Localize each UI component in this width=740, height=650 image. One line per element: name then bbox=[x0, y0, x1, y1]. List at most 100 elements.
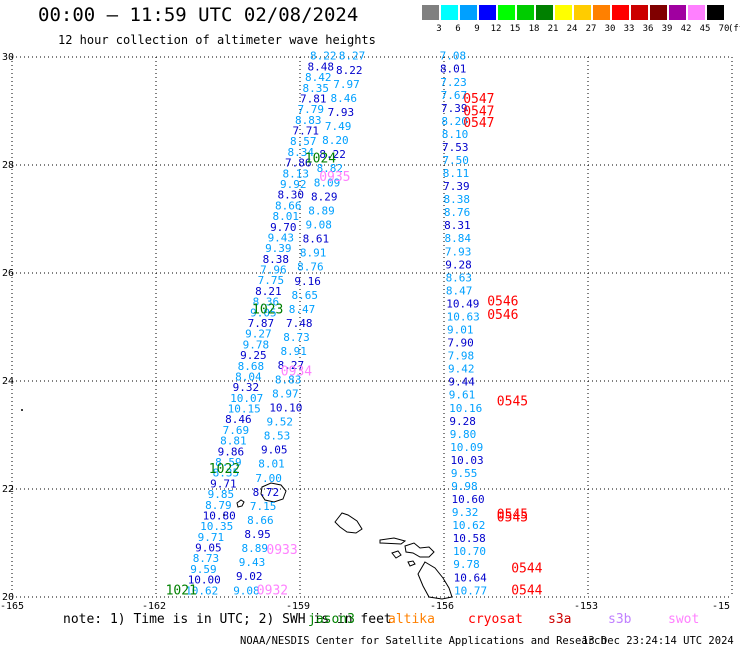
wave-height-label: 7.39 bbox=[443, 180, 470, 193]
wave-height-label: 7.23 bbox=[440, 76, 467, 89]
wave-height-label: 7.90 bbox=[447, 337, 474, 350]
pass-time-label: 0546 bbox=[487, 294, 518, 309]
wave-height-label: 9.80 bbox=[450, 428, 477, 441]
wave-height-label: 10.35 bbox=[200, 520, 233, 533]
wave-height-label: 9.08 bbox=[305, 219, 332, 232]
wave-height-label: 9.71 bbox=[210, 477, 237, 490]
wave-height-label: 8.79 bbox=[205, 499, 232, 512]
wave-height-label: 9.55 bbox=[451, 467, 478, 480]
legend-swatch bbox=[555, 5, 572, 20]
wave-height-label: 7.49 bbox=[325, 120, 352, 133]
stray-points bbox=[21, 409, 225, 516]
pass-time-label: 0547 bbox=[463, 104, 494, 119]
satellite-legend-item: cryosat bbox=[468, 612, 523, 627]
pass-time-label: 0544 bbox=[511, 583, 542, 598]
wave-height-label: 9.08 bbox=[233, 584, 260, 597]
wave-height-label: 7.79 bbox=[298, 103, 325, 116]
lat-tick-label: 30 bbox=[2, 52, 14, 63]
wave-height-label: 7.93 bbox=[445, 245, 472, 258]
lon-tick-label: -159 bbox=[286, 601, 310, 612]
wave-height-label: 8.66 bbox=[247, 514, 273, 527]
wave-height-label: 8.82 bbox=[317, 162, 344, 175]
legend-swatch bbox=[517, 5, 534, 20]
map-subtitle: 12 hour collection of altimeter wave hei… bbox=[58, 33, 376, 47]
wave-height-label: 7.96 bbox=[260, 264, 287, 277]
wave-height-label: 9.61 bbox=[449, 389, 476, 402]
wave-height-label: 7.39 bbox=[441, 102, 468, 115]
wave-height-label: 10.16 bbox=[449, 402, 482, 415]
wave-height-label: 10.62 bbox=[452, 519, 485, 532]
wave-height-label: 8.21 bbox=[255, 285, 282, 298]
wave-height-label: 9.16 bbox=[294, 275, 321, 288]
legend-label: 12 bbox=[490, 24, 502, 34]
wave-height-label: 7.97 bbox=[333, 78, 360, 91]
wave-height-label: 9.28 bbox=[449, 415, 476, 428]
wave-height-label: 8.83 bbox=[295, 114, 322, 127]
pass-time-label: 0547 bbox=[463, 92, 494, 107]
legend-swatch bbox=[460, 5, 477, 20]
wave-height-label: 9.71 bbox=[198, 531, 225, 544]
wave-height-label: 8.95 bbox=[244, 528, 271, 541]
lat-tick-label: 24 bbox=[2, 376, 14, 387]
wave-height-label: 10.10 bbox=[269, 401, 302, 414]
legend-label: 45 bbox=[699, 24, 711, 34]
wave-height-label: 8.47 bbox=[289, 303, 316, 316]
legend-label: 24 bbox=[566, 24, 578, 34]
wave-height-label: 8.83 bbox=[275, 373, 302, 386]
wave-height-label: 8.30 bbox=[278, 189, 305, 202]
legend-unit: (ft) bbox=[728, 24, 740, 34]
legend-label: 9 bbox=[474, 24, 480, 34]
wave-height-label: 8.89 bbox=[242, 542, 269, 555]
wave-height-label: 7.86 bbox=[285, 157, 312, 170]
wave-height-label: 9.39 bbox=[265, 242, 292, 255]
wave-height-label: 10.63 bbox=[447, 310, 480, 323]
hawaii-island-outline bbox=[417, 561, 453, 600]
hawaii-coastline bbox=[236, 482, 453, 600]
legend-swatch bbox=[707, 5, 724, 20]
wave-height-label: 7.87 bbox=[248, 317, 275, 330]
wave-height-label: 8.22 bbox=[336, 64, 363, 77]
legend-swatch bbox=[612, 5, 629, 20]
wave-height-label: 9.01 bbox=[447, 324, 474, 337]
wave-height-label: 8.72 bbox=[253, 486, 280, 499]
generation-timestamp: 13 Dec 23:24:14 UTC 2024 bbox=[582, 635, 734, 647]
track-c: 10.7710.649.7810.7010.5810.629.3210.609.… bbox=[440, 50, 488, 598]
wave-height-label: 10.00 bbox=[188, 574, 221, 587]
wave-height-label: 7.75 bbox=[258, 274, 285, 287]
wave-height-label: 8.13 bbox=[283, 167, 310, 180]
wave-height-label: 8.38 bbox=[443, 193, 470, 206]
wave-height-label: 8.31 bbox=[444, 219, 471, 232]
wave-height-label: 8.46 bbox=[330, 92, 357, 105]
wave-height-label: 10.70 bbox=[453, 545, 486, 558]
wave-height-label: 9.05 bbox=[261, 444, 288, 457]
wave-height-label: 7.93 bbox=[328, 106, 355, 119]
pass-time-label: 0545 bbox=[497, 510, 528, 525]
pass-time-markers: 1021 1022 1023 1024 0932 0933 0934 0935 0544 0544… bbox=[166, 92, 543, 598]
lat-tick-label: 20 bbox=[2, 592, 14, 603]
legend-label: 39 bbox=[661, 24, 673, 34]
pass-time-label: 0935 bbox=[319, 170, 350, 185]
wave-height-label: 8.59 bbox=[215, 456, 242, 469]
wave-height-label: 10.58 bbox=[453, 532, 486, 545]
wave-height-label: 9.59 bbox=[190, 563, 217, 576]
wave-height-label: 9.25 bbox=[240, 349, 267, 362]
wave-height-label: 8.61 bbox=[303, 233, 330, 246]
lon-tick-label: -165 bbox=[0, 601, 24, 612]
wave-height-label: 7.48 bbox=[286, 317, 313, 330]
lat-tick-label: 26 bbox=[2, 268, 14, 279]
wave-height-label: 9.05 bbox=[195, 542, 222, 555]
legend-label: 21 bbox=[547, 24, 559, 34]
axis-ticks: -165 -162 -159 -156 -153 -15 20 22 24 26 28 30 bbox=[0, 52, 730, 612]
legend-label: 36 bbox=[642, 24, 654, 34]
wave-height-label: 10.80 bbox=[203, 509, 236, 522]
kauai-outline bbox=[260, 482, 287, 503]
wave-height-label: 8.57 bbox=[290, 135, 317, 148]
wave-height-label: 8.27 bbox=[278, 359, 305, 372]
maui-outline bbox=[404, 542, 435, 558]
wave-height-label: 10.03 bbox=[450, 454, 483, 467]
wave-height-label: 8.91 bbox=[300, 247, 327, 260]
lanai-outline bbox=[391, 550, 402, 559]
legend-swatch bbox=[669, 5, 686, 20]
map-grid bbox=[11, 56, 733, 598]
legend-swatch bbox=[631, 5, 648, 20]
